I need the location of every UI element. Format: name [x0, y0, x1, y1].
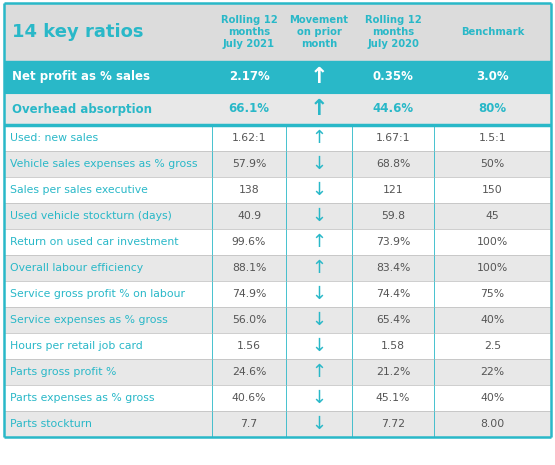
Text: Benchmark: Benchmark: [461, 27, 524, 37]
Bar: [4, 151, 551, 177]
Bar: [4, 229, 551, 255]
Text: ↑: ↑: [310, 99, 329, 119]
Text: 44.6%: 44.6%: [372, 102, 413, 115]
Text: Hours per retail job card: Hours per retail job card: [10, 341, 143, 351]
Text: 50%: 50%: [481, 159, 504, 169]
Text: Used vehicle stockturn (days): Used vehicle stockturn (days): [10, 211, 172, 221]
Text: 138: 138: [239, 185, 259, 195]
Text: Sales per sales executive: Sales per sales executive: [10, 185, 148, 195]
Text: Movement
on prior
month: Movement on prior month: [290, 15, 349, 49]
Text: 56.0%: 56.0%: [232, 315, 266, 325]
Text: ↓: ↓: [311, 389, 326, 407]
Bar: [4, 385, 551, 411]
Text: Service gross profit % on labour: Service gross profit % on labour: [10, 289, 185, 299]
Text: 14 key ratios: 14 key ratios: [12, 23, 144, 41]
Text: Return on used car investment: Return on used car investment: [10, 237, 179, 247]
Text: 40.6%: 40.6%: [232, 393, 266, 403]
Text: 57.9%: 57.9%: [232, 159, 266, 169]
Text: 74.4%: 74.4%: [376, 289, 410, 299]
Text: 45: 45: [486, 211, 500, 221]
Text: 7.7: 7.7: [240, 419, 258, 429]
Bar: [4, 61, 551, 93]
Text: Parts expenses as % gross: Parts expenses as % gross: [10, 393, 154, 403]
Text: Used: new sales: Used: new sales: [10, 133, 98, 143]
Text: ↓: ↓: [311, 415, 326, 433]
Text: ↓: ↓: [311, 207, 326, 225]
Text: ↑: ↑: [311, 363, 326, 381]
Text: 59.8: 59.8: [381, 211, 405, 221]
Text: 1.5:1: 1.5:1: [478, 133, 506, 143]
Text: 99.6%: 99.6%: [232, 237, 266, 247]
Text: Rolling 12
months
July 2021: Rolling 12 months July 2021: [221, 15, 278, 49]
Bar: [4, 177, 551, 203]
Text: 121: 121: [383, 185, 403, 195]
Bar: [4, 203, 551, 229]
Text: 45.1%: 45.1%: [376, 393, 410, 403]
Bar: [4, 255, 551, 281]
Text: 40%: 40%: [481, 393, 504, 403]
Text: ↓: ↓: [311, 285, 326, 303]
Text: 1.58: 1.58: [381, 341, 405, 351]
Text: ↑: ↑: [311, 129, 326, 147]
Bar: [4, 93, 551, 125]
Text: ↑: ↑: [310, 67, 329, 87]
Text: 68.8%: 68.8%: [376, 159, 410, 169]
Text: 74.9%: 74.9%: [232, 289, 266, 299]
Text: 1.67:1: 1.67:1: [376, 133, 410, 143]
Text: Parts stockturn: Parts stockturn: [10, 419, 92, 429]
Text: 7.72: 7.72: [381, 419, 405, 429]
Text: 40%: 40%: [481, 315, 504, 325]
Text: 150: 150: [482, 185, 503, 195]
Bar: [4, 125, 551, 151]
Text: 22%: 22%: [481, 367, 504, 377]
Text: Net profit as % sales: Net profit as % sales: [12, 71, 150, 84]
Text: ↓: ↓: [311, 155, 326, 173]
Text: 66.1%: 66.1%: [229, 102, 270, 115]
Text: 40.9: 40.9: [237, 211, 261, 221]
Text: 1.62:1: 1.62:1: [232, 133, 266, 143]
Bar: [4, 307, 551, 333]
Text: 80%: 80%: [478, 102, 507, 115]
Text: 3.0%: 3.0%: [476, 71, 509, 84]
Text: Rolling 12
months
July 2020: Rolling 12 months July 2020: [365, 15, 421, 49]
Text: Vehicle sales expenses as % gross: Vehicle sales expenses as % gross: [10, 159, 198, 169]
Text: 8.00: 8.00: [481, 419, 504, 429]
Text: 75%: 75%: [481, 289, 504, 299]
Text: 100%: 100%: [477, 263, 508, 273]
Text: Overall labour efficiency: Overall labour efficiency: [10, 263, 143, 273]
Bar: [4, 411, 551, 437]
Text: Parts gross profit %: Parts gross profit %: [10, 367, 117, 377]
Text: 24.6%: 24.6%: [232, 367, 266, 377]
Text: ↑: ↑: [311, 259, 326, 277]
Text: ↓: ↓: [311, 311, 326, 329]
Text: 21.2%: 21.2%: [376, 367, 410, 377]
Text: 83.4%: 83.4%: [376, 263, 410, 273]
Text: 0.35%: 0.35%: [372, 71, 413, 84]
Text: 2.17%: 2.17%: [229, 71, 269, 84]
Text: 73.9%: 73.9%: [376, 237, 410, 247]
Bar: [4, 333, 551, 359]
Text: 65.4%: 65.4%: [376, 315, 410, 325]
Text: 88.1%: 88.1%: [232, 263, 266, 273]
Bar: [4, 359, 551, 385]
Text: 1.56: 1.56: [237, 341, 261, 351]
Text: 100%: 100%: [477, 237, 508, 247]
Text: ↓: ↓: [311, 181, 326, 199]
Bar: [4, 281, 551, 307]
Bar: [4, 3, 551, 61]
Text: 2.5: 2.5: [484, 341, 501, 351]
Text: Service expenses as % gross: Service expenses as % gross: [10, 315, 168, 325]
Text: Overhead absorption: Overhead absorption: [12, 102, 152, 115]
Text: ↓: ↓: [311, 337, 326, 355]
Text: ↑: ↑: [311, 233, 326, 251]
